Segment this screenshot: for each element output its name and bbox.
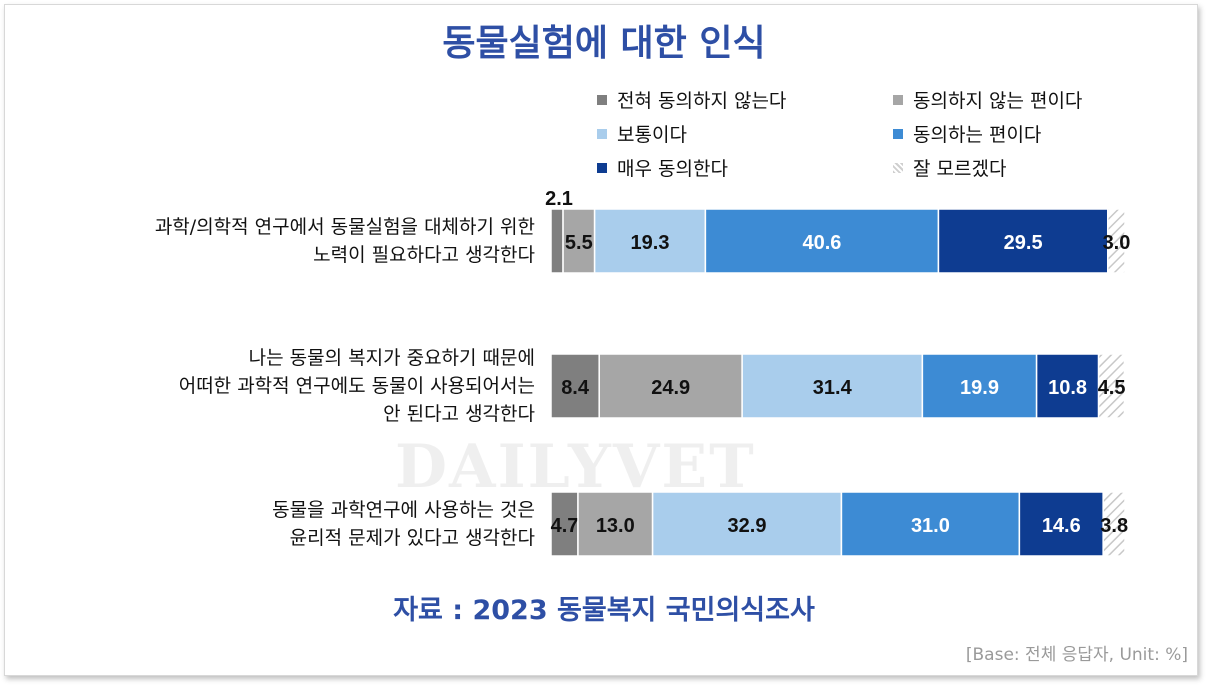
data-label: 10.8 xyxy=(1048,377,1087,399)
bar-segment xyxy=(598,353,743,419)
bar-segment xyxy=(593,208,707,274)
category-label-line: 나는 동물의 복지가 중요하기 때문에 xyxy=(248,347,535,369)
legend-item: 매우 동의한다 xyxy=(597,154,728,181)
legend-label: 매우 동의한다 xyxy=(617,158,728,180)
chart-title: 동물실험에 대한 인식 xyxy=(442,23,766,64)
bar-segment xyxy=(1035,353,1100,419)
legend-label: 동의하지 않는 편이다 xyxy=(913,90,1083,112)
bar-segment xyxy=(921,353,1038,419)
bar-segment xyxy=(1097,353,1126,419)
legend-item: 잘 모르겠다 xyxy=(893,154,1006,181)
data-label: 8.4 xyxy=(561,377,590,399)
legend-label: 잘 모르겠다 xyxy=(913,158,1007,180)
category-label-line: 노력이 필요하다고 생각한다 xyxy=(313,244,535,266)
data-label: 3.8 xyxy=(1100,515,1128,537)
data-label: 4.5 xyxy=(1098,377,1126,399)
category-label-line: 과학/의학적 연구에서 동물실험을 대체하기 위한 xyxy=(154,216,535,238)
bar-segment xyxy=(577,491,654,557)
legend-item: 보통이다 xyxy=(597,120,687,147)
bar-segment xyxy=(741,353,924,419)
legend-label: 보통이다 xyxy=(617,124,687,146)
base-note: [Base: 전체 응답자, Unit: %] xyxy=(965,645,1188,665)
bar-segment xyxy=(840,491,1021,557)
legend-item: 동의하지 않는 편이다 xyxy=(893,86,1082,113)
data-label: 19.3 xyxy=(631,232,670,254)
bar-segment xyxy=(704,208,940,274)
data-label: 24.9 xyxy=(651,377,690,399)
legend-swatch xyxy=(893,128,903,139)
watermark: DAILYVET xyxy=(395,432,756,502)
data-label: 31.0 xyxy=(911,515,950,537)
legend-label: 전혀 동의하지 않는다 xyxy=(617,90,787,112)
bar-segment xyxy=(1107,208,1126,274)
category-label-line: 동물을 과학연구에 사용하는 것은 xyxy=(272,499,535,521)
data-label: 14.6 xyxy=(1042,515,1081,537)
data-label: 29.5 xyxy=(1004,232,1043,254)
data-label: 19.9 xyxy=(960,377,999,399)
category-label-line: 어떠한 과학적 연구에도 동물이 사용되어서는 xyxy=(178,375,535,397)
legend-item: 전혀 동의하지 않는다 xyxy=(597,86,786,113)
legend-swatch xyxy=(597,94,607,105)
data-label: 4.7 xyxy=(551,515,579,537)
source-note: 자료 : 2023 동물복지 국민의식조사 xyxy=(393,595,815,626)
category-label-line: 안 된다고 생각한다 xyxy=(383,403,535,425)
bar-segment xyxy=(562,208,596,274)
bar-segment xyxy=(1102,491,1126,557)
category-label-line: 윤리적 문제가 있다고 생각한다 xyxy=(289,527,535,549)
bar-segment xyxy=(550,353,600,419)
data-label: 40.6 xyxy=(802,232,841,254)
data-label: 5.5 xyxy=(565,232,593,254)
legend-item: 동의하는 편이다 xyxy=(893,120,1041,147)
data-label: 2.1 xyxy=(545,188,573,210)
bar-segment xyxy=(550,208,564,274)
bar-segment xyxy=(1018,491,1104,557)
legend-swatch xyxy=(893,162,903,173)
legend-swatch xyxy=(597,128,607,139)
chart-frame xyxy=(4,4,1198,676)
bar-segment xyxy=(550,491,579,557)
legend-swatch xyxy=(597,162,607,173)
legend-swatch xyxy=(893,94,903,105)
data-label: 3.0 xyxy=(1103,232,1131,254)
data-label: 32.9 xyxy=(728,515,767,537)
legend-label: 동의하는 편이다 xyxy=(913,124,1042,146)
data-label: 31.4 xyxy=(813,377,853,399)
bar-segment xyxy=(651,491,843,557)
data-label: 13.0 xyxy=(596,515,635,537)
